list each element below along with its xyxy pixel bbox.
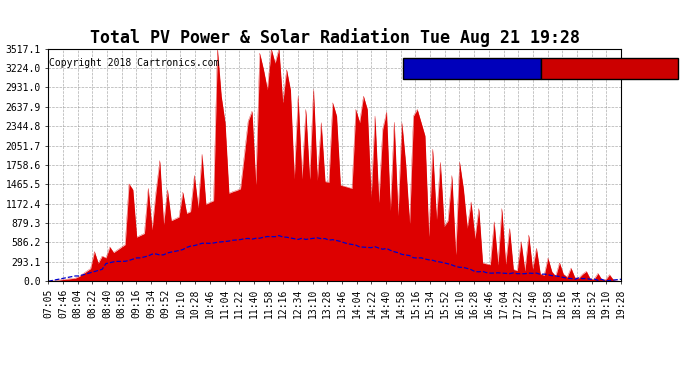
Text: Radiation  (W/m2): Radiation (W/m2) — [406, 64, 491, 73]
FancyBboxPatch shape — [404, 58, 541, 79]
Title: Total PV Power & Solar Radiation Tue Aug 21 19:28: Total PV Power & Solar Radiation Tue Aug… — [90, 28, 580, 47]
FancyBboxPatch shape — [541, 58, 678, 79]
Text: Copyright 2018 Cartronics.com: Copyright 2018 Cartronics.com — [50, 58, 220, 68]
Text: PV Panels  (DC Watts): PV Panels (DC Watts) — [544, 64, 649, 73]
